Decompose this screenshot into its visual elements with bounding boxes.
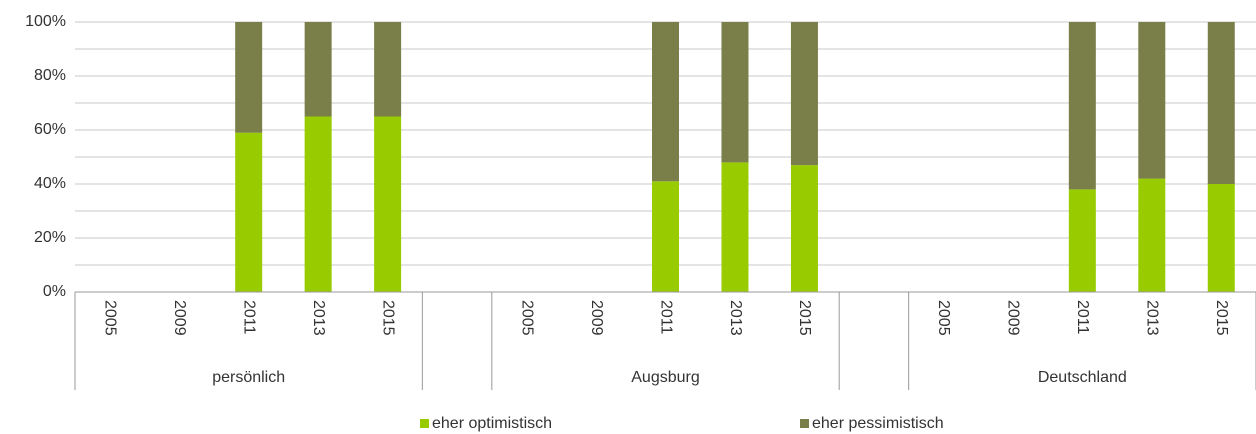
legend-swatch <box>420 419 429 428</box>
y-tick-label: 40% <box>34 175 66 192</box>
x-tick-label: 2013 <box>1144 300 1161 336</box>
bar-segment <box>652 181 679 292</box>
x-tick-label: 2015 <box>796 300 813 336</box>
bar-segment <box>721 22 749 163</box>
bar-segment <box>1068 189 1096 292</box>
y-tick-label: 0% <box>43 283 66 300</box>
x-tick-label: 2011 <box>1074 300 1091 335</box>
x-tick-label: 2005 <box>935 300 952 336</box>
bar-segment <box>790 165 818 292</box>
x-tick-label: 2015 <box>1213 300 1230 336</box>
x-tick-label: 2015 <box>379 300 396 336</box>
x-tick-label: 2009 <box>171 300 188 336</box>
bar-segment <box>374 22 402 117</box>
x-tick-label: 2009 <box>588 300 605 336</box>
legend-label: eher optimistisch <box>432 415 552 432</box>
bar-segment <box>374 116 402 292</box>
x-tick-label: 2011 <box>657 300 674 335</box>
bar-segment <box>1207 22 1235 184</box>
y-tick-label: 80% <box>34 67 66 84</box>
bar-segment <box>1068 22 1096 190</box>
y-tick-label: 100% <box>25 13 66 30</box>
x-tick-label: 2011 <box>240 300 257 335</box>
bar-segment <box>304 22 332 117</box>
y-tick-label: 20% <box>34 229 66 246</box>
bar-segment <box>304 116 332 292</box>
bar-segment <box>652 22 679 182</box>
x-tick-label: 2009 <box>1005 300 1022 336</box>
bar-segment <box>721 162 749 292</box>
group-label: Deutschland <box>1038 369 1127 386</box>
group-label: persönlich <box>212 369 285 386</box>
group-label: Augsburg <box>631 369 700 386</box>
y-tick-label: 60% <box>34 121 66 138</box>
bar-segment <box>1138 178 1166 292</box>
bar-segment <box>790 22 818 166</box>
bar-segment <box>1138 22 1166 179</box>
x-tick-label: 2005 <box>102 300 119 336</box>
bar-segment <box>235 132 263 292</box>
legend-label: eher pessimistisch <box>812 415 944 432</box>
x-tick-label: 2013 <box>727 300 744 336</box>
bar-segment <box>1207 184 1235 292</box>
bar-segment <box>235 22 263 133</box>
x-tick-label: 2005 <box>518 300 535 336</box>
legend-swatch <box>800 419 809 428</box>
x-tick-label: 2013 <box>310 300 327 336</box>
